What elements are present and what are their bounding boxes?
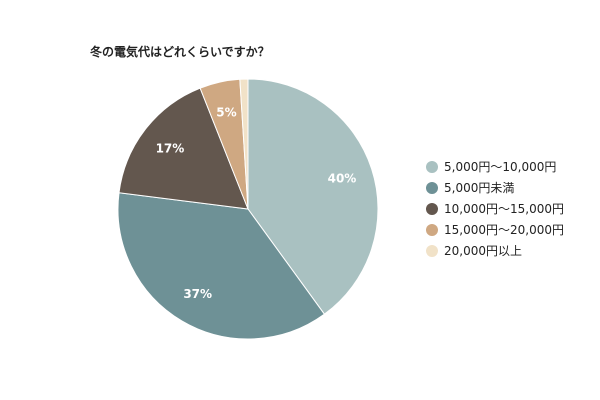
legend-label: 5,000円〜10,000円 [444, 160, 556, 174]
pie-slice [247, 78, 379, 315]
slice-value-label: 5% [216, 106, 236, 120]
legend-swatch [426, 224, 438, 236]
legend-swatch [426, 182, 438, 194]
pie-slice [117, 192, 326, 340]
legend-label: 10,000円〜15,000円 [444, 202, 564, 216]
legend-swatch [426, 203, 438, 215]
slice-value-label: 40% [328, 171, 357, 185]
pie-slice [239, 78, 249, 210]
slice-value-label: 17% [156, 141, 185, 155]
legend-label: 5,000円未満 [444, 181, 514, 195]
legend-swatch [426, 161, 438, 173]
legend-label: 15,000円〜20,000円 [444, 223, 564, 237]
legend: 5,000円〜10,000円 5,000円未満 10,000円〜15,000円 15,… [426, 160, 564, 258]
chart-title: 冬の電気代はどれくらいですか？ [90, 44, 270, 59]
legend-swatch [426, 245, 438, 257]
pie-slice [118, 87, 249, 210]
slice-value-label: 37% [183, 287, 212, 301]
pie-slice-labels: 40% 37% 17% 5% [156, 106, 357, 301]
pie-slices [117, 78, 379, 340]
legend-label: 20,000円以上 [444, 244, 522, 258]
